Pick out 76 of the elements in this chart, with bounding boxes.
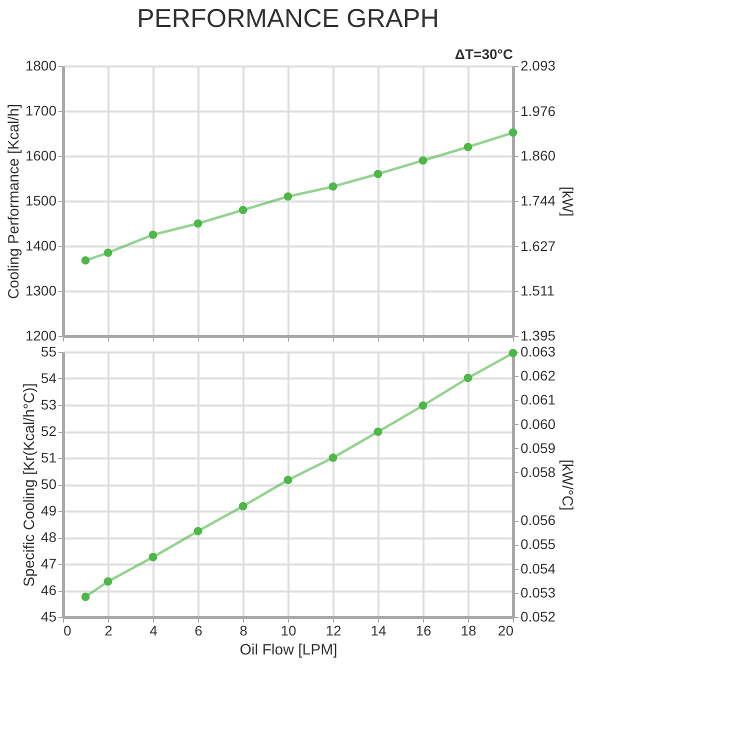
chart-title: PERFORMANCE GRAPH xyxy=(137,3,439,33)
point xyxy=(464,142,472,152)
x-axis-title: Oil Flow [LPM] xyxy=(240,642,338,658)
x-tick-label: 20 xyxy=(498,622,514,638)
y2-tick-label: 0.062 xyxy=(520,368,556,384)
x-tick-label: 10 xyxy=(280,622,296,638)
point xyxy=(374,428,382,436)
y-tick-label: 51 xyxy=(40,450,57,466)
y2-tick-label: 1.744 xyxy=(520,192,556,208)
point xyxy=(418,156,428,165)
y-tick-label: 52 xyxy=(40,423,57,439)
y2-tick-label: 0.054 xyxy=(520,560,556,576)
y2-tick-label: 0.059 xyxy=(520,440,556,456)
x-tick-label: 6 xyxy=(194,622,203,638)
x-tick-label: 14 xyxy=(370,622,386,638)
y-axis-title: Cooling Performance [Kcal/h] xyxy=(5,104,22,300)
point xyxy=(238,206,248,214)
y2-tick-label: 0.060 xyxy=(520,416,556,432)
y-tick-label: 45 xyxy=(40,608,57,624)
y-tick-label: 55 xyxy=(40,344,57,360)
y-tick-label: 1600 xyxy=(25,148,57,164)
point xyxy=(104,248,112,257)
y2-tick-label: 0.058 xyxy=(520,464,556,480)
point xyxy=(374,170,382,178)
point xyxy=(418,401,428,410)
y-tick-label: 1500 xyxy=(25,192,57,208)
y2-axis-title: [kW/°C] xyxy=(558,460,576,510)
text: ΔT=30°C xyxy=(454,46,513,62)
y2-tick-label: 0.052 xyxy=(520,608,556,624)
point xyxy=(81,592,90,602)
y2-tick-label: 0.055 xyxy=(520,536,556,552)
point xyxy=(148,230,158,239)
point xyxy=(238,502,248,510)
y2-tick-label: 1.627 xyxy=(520,238,556,254)
y2-tick-label: 1.860 xyxy=(520,148,556,164)
x-tick-label: 18 xyxy=(460,622,476,638)
y2-tick-label: 0.053 xyxy=(520,584,556,600)
y2-axis-title: [kW] xyxy=(558,186,576,216)
x-tick-label: 12 xyxy=(326,622,342,638)
y-tick-label: 54 xyxy=(40,370,57,386)
y2-tick-label: 1.511 xyxy=(520,282,555,299)
y-tick-label: 48 xyxy=(40,529,57,545)
point xyxy=(284,476,292,484)
point xyxy=(81,256,90,265)
y2-tick-label: 0.061 xyxy=(520,392,556,408)
y-tick-label: 1700 xyxy=(25,102,57,118)
y-tick-label: 47 xyxy=(40,556,57,572)
x-tick-label: 2 xyxy=(104,622,113,638)
y-tick-label: 1800 xyxy=(25,58,57,74)
y2-tick-label: 1.395 xyxy=(520,328,556,344)
x-tick-label: 16 xyxy=(416,622,432,638)
x-tick-label: 4 xyxy=(150,622,158,638)
point xyxy=(104,577,112,586)
point xyxy=(508,128,518,137)
point xyxy=(464,374,472,382)
point xyxy=(148,552,158,562)
point xyxy=(194,526,202,536)
point xyxy=(194,219,202,228)
x-tick-label: 8 xyxy=(240,622,248,638)
y-tick-label: 50 xyxy=(40,476,57,492)
y2-tick-label: 0.056 xyxy=(520,512,556,528)
y2-tick-label: 1.976 xyxy=(520,102,556,119)
y2-tick-label: 2.093 xyxy=(520,58,556,74)
point xyxy=(284,192,292,201)
point xyxy=(328,182,338,191)
y2-tick-label: 0.063 xyxy=(520,344,556,360)
y-tick-label: 49 xyxy=(40,502,57,518)
point xyxy=(328,454,338,462)
y-tick-label: 1200 xyxy=(25,328,57,344)
y-tick-label: 1400 xyxy=(25,238,57,254)
x-tick-label: 0 xyxy=(64,622,72,638)
y-axis-title: Specific Cooling [Kr(Kcal/h°C)] xyxy=(20,383,38,587)
y-tick-label: 46 xyxy=(40,582,57,598)
point xyxy=(508,348,518,358)
y-tick-label: 53 xyxy=(40,396,57,412)
y-tick-label: 1300 xyxy=(25,282,57,298)
